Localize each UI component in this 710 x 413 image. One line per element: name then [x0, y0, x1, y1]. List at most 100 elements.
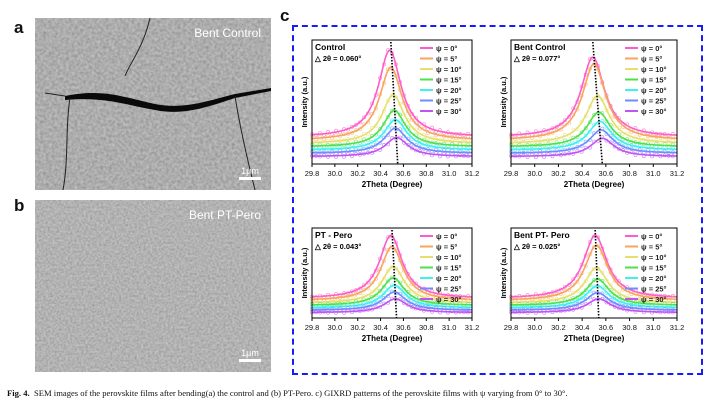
data-point [596, 297, 601, 302]
data-point [596, 235, 601, 240]
data-point [588, 240, 592, 245]
data-point [422, 151, 426, 156]
data-point [358, 120, 362, 125]
data-point [521, 307, 526, 312]
data-point [466, 135, 470, 139]
data-point [374, 106, 378, 111]
data-point [608, 128, 613, 133]
x-tick-label: 30.2 [350, 323, 365, 332]
data-point [418, 133, 422, 137]
data-point [394, 74, 398, 79]
data-point [338, 130, 342, 135]
data-point [394, 284, 398, 289]
data-point [386, 294, 390, 298]
data-point [346, 141, 350, 146]
data-point [330, 152, 334, 157]
data-point [354, 152, 358, 156]
data-point [466, 138, 470, 143]
data-point [382, 121, 386, 126]
data-point [654, 301, 659, 306]
data-point [662, 153, 667, 158]
data-point [422, 126, 426, 131]
data-point [374, 142, 378, 147]
data-point [579, 305, 584, 310]
x-tick-label: 30.8 [419, 323, 434, 332]
data-point [410, 112, 414, 116]
data-point [358, 309, 362, 314]
data-point [326, 142, 330, 147]
data-point [534, 151, 538, 156]
data-point [671, 142, 675, 147]
data-point [641, 293, 646, 298]
data-point [410, 289, 414, 294]
data-point [617, 141, 621, 146]
data-point [558, 297, 563, 302]
data-point [567, 144, 572, 148]
data-point [318, 146, 322, 151]
data-point [346, 148, 350, 153]
data-point [671, 154, 675, 159]
data-point [386, 287, 390, 292]
data-point [386, 142, 390, 147]
x-tick-label: 30.6 [396, 169, 411, 178]
data-point [422, 289, 426, 294]
data-point [592, 290, 596, 295]
data-point [438, 132, 442, 137]
data-point [462, 133, 466, 138]
data-point [450, 298, 454, 303]
legend-label: ψ = 5° [436, 55, 457, 64]
data-point [338, 304, 342, 308]
data-point [517, 302, 522, 306]
data-point [583, 302, 588, 307]
data-point [386, 268, 390, 273]
x-tick-label: 30.8 [622, 323, 637, 332]
data-point [546, 144, 551, 149]
data-point [402, 127, 406, 132]
data-point [410, 137, 414, 141]
data-point [662, 301, 667, 306]
data-point [600, 296, 605, 301]
data-point [671, 310, 675, 315]
data-point [558, 309, 563, 314]
data-point [575, 135, 580, 139]
data-point [629, 300, 634, 305]
data-point [378, 115, 382, 120]
data-point [406, 125, 410, 130]
data-point [362, 137, 366, 142]
data-point [374, 287, 378, 292]
data-point [318, 138, 322, 143]
data-point [612, 289, 617, 293]
chart-3: ψ = 0° ψ = 5°ψ = 10° ψ = 15°ψ = 20° ψ = 25°… [499, 227, 684, 343]
data-point [612, 123, 617, 128]
data-point [434, 137, 438, 142]
sem-title: Bent Control [194, 26, 261, 40]
data-point [438, 310, 442, 315]
legend-label: ψ = 25° [641, 285, 667, 294]
data-point [546, 291, 551, 296]
data-point [378, 148, 382, 152]
data-point [588, 289, 592, 294]
data-point [394, 136, 398, 141]
data-point [426, 126, 430, 131]
data-point [646, 298, 650, 303]
data-point [378, 281, 382, 286]
data-point [450, 148, 454, 153]
data-point [338, 134, 342, 139]
data-point [362, 297, 366, 302]
data-point [402, 291, 406, 296]
data-point [517, 146, 522, 151]
data-point [517, 154, 522, 159]
data-point [418, 145, 422, 150]
data-point [654, 134, 659, 139]
data-point [629, 302, 634, 307]
data-point [406, 302, 410, 307]
data-point [322, 153, 326, 158]
data-point [571, 112, 576, 117]
chart-title: Control [315, 42, 345, 52]
data-point [517, 142, 522, 147]
data-point [637, 132, 642, 137]
legend-label: ψ = 20° [436, 86, 462, 95]
data-point [426, 150, 430, 155]
data-point [362, 287, 366, 292]
data-point [517, 293, 522, 298]
